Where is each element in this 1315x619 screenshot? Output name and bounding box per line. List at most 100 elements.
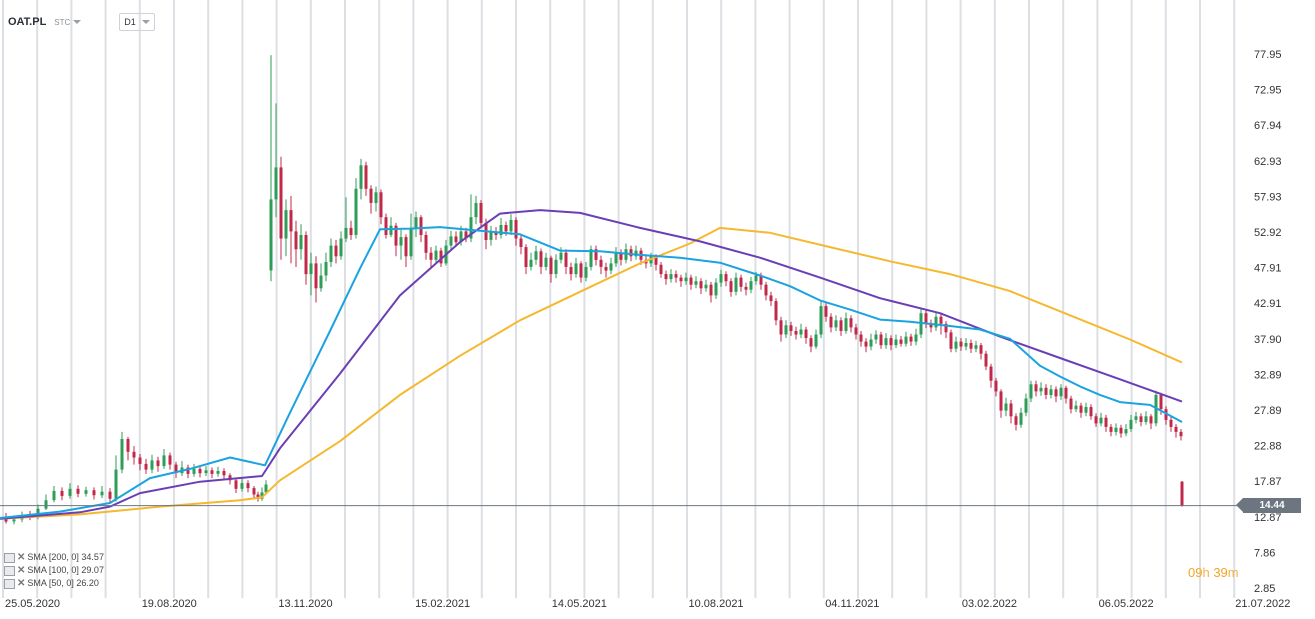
candle-body (754, 275, 758, 282)
candle (132, 446, 136, 465)
candle (1119, 424, 1123, 438)
candle-body (714, 282, 718, 296)
candle (100, 486, 104, 499)
candle (774, 298, 778, 326)
candle (1179, 429, 1183, 441)
candle (849, 315, 853, 333)
exchange-selector[interactable]: STC (54, 18, 82, 27)
candle (1089, 404, 1093, 420)
candle (354, 178, 358, 239)
candle (274, 103, 278, 218)
candle-body (394, 225, 398, 246)
candle-body (824, 306, 828, 317)
candle (569, 262, 573, 281)
candle-body (414, 217, 418, 228)
candle (409, 213, 413, 260)
candle-body (84, 490, 88, 494)
candle-body (260, 492, 264, 499)
candle (944, 321, 948, 339)
candle (499, 217, 503, 239)
candle (439, 247, 443, 267)
candle (210, 467, 214, 479)
candle (1014, 413, 1018, 431)
candle (874, 330, 878, 344)
candle-body (559, 252, 563, 260)
candle (1039, 382, 1043, 396)
candle (294, 220, 298, 267)
candle-body (899, 339, 903, 344)
candle (1079, 402, 1083, 418)
candle (174, 461, 178, 479)
candle-body (699, 281, 703, 289)
candle-body (60, 490, 64, 496)
legend-item-sma200[interactable]: ✕ SMA [200, 0] 34.57 (4, 551, 104, 564)
candle (979, 343, 983, 360)
candle-body (228, 475, 232, 481)
candle (969, 339, 973, 353)
candle (984, 350, 988, 371)
timer-minutes-unit: m (1227, 565, 1239, 580)
candle-body (784, 325, 788, 335)
candle-body (364, 165, 368, 189)
candle-body (889, 338, 893, 346)
indicator-settings-icon[interactable] (4, 565, 15, 576)
candle-body (1129, 419, 1133, 429)
candle-body (349, 227, 353, 235)
candle-body (719, 274, 723, 283)
candle-body (794, 331, 798, 335)
timeframe-selector[interactable]: D1 (119, 13, 155, 31)
candle-body (1059, 387, 1063, 397)
x-tick-label: 15.02.2021 (415, 598, 470, 610)
candle-body (819, 306, 823, 335)
candle-body (419, 217, 423, 235)
candle (424, 231, 428, 260)
close-icon[interactable]: ✕ (17, 578, 26, 589)
candle-body (449, 236, 453, 246)
candle-body (499, 225, 503, 235)
candle (126, 436, 130, 461)
candle-body (138, 457, 142, 464)
candle (894, 334, 898, 348)
candle (309, 252, 313, 296)
candle-body (474, 203, 478, 218)
candle (474, 195, 478, 225)
candle-body (404, 237, 408, 257)
candle-body (664, 274, 668, 280)
candle-body (884, 338, 888, 346)
candle-body (264, 484, 268, 493)
indicator-settings-icon[interactable] (4, 552, 15, 563)
y-tick-label: 47.91 (1254, 263, 1282, 275)
symbol-label[interactable]: OAT.PL (8, 16, 47, 28)
candle-body (1034, 384, 1038, 392)
candle-body (192, 468, 196, 474)
indicator-settings-icon[interactable] (4, 578, 15, 589)
candle (674, 270, 678, 283)
candle-body (359, 165, 363, 189)
candle-body (100, 491, 104, 496)
candle-body (1049, 389, 1053, 395)
candle (574, 257, 578, 278)
candle (359, 158, 363, 200)
legend-item-sma100[interactable]: ✕ SMA [100, 0] 29.07 (4, 564, 104, 577)
close-icon[interactable]: ✕ (17, 565, 26, 576)
candle (120, 431, 124, 474)
candle (1144, 411, 1148, 425)
y-tick-label: 52.92 (1254, 227, 1282, 239)
candle-body (294, 231, 298, 250)
candle (814, 329, 818, 349)
candle (839, 317, 843, 336)
candle-body (849, 318, 853, 328)
candle (794, 326, 798, 340)
close-icon[interactable]: ✕ (17, 552, 26, 563)
candle (779, 316, 783, 342)
candle (679, 274, 683, 287)
chart-header: OAT.PL STC D1 (8, 12, 155, 32)
candle (584, 262, 588, 282)
candle (734, 272, 738, 296)
candle-body (1119, 427, 1123, 434)
candle (429, 247, 433, 267)
legend-item-sma50[interactable]: ✕ SMA [50, 0] 26.20 (4, 577, 104, 590)
candle-body (210, 470, 214, 474)
candle-body (864, 341, 868, 347)
